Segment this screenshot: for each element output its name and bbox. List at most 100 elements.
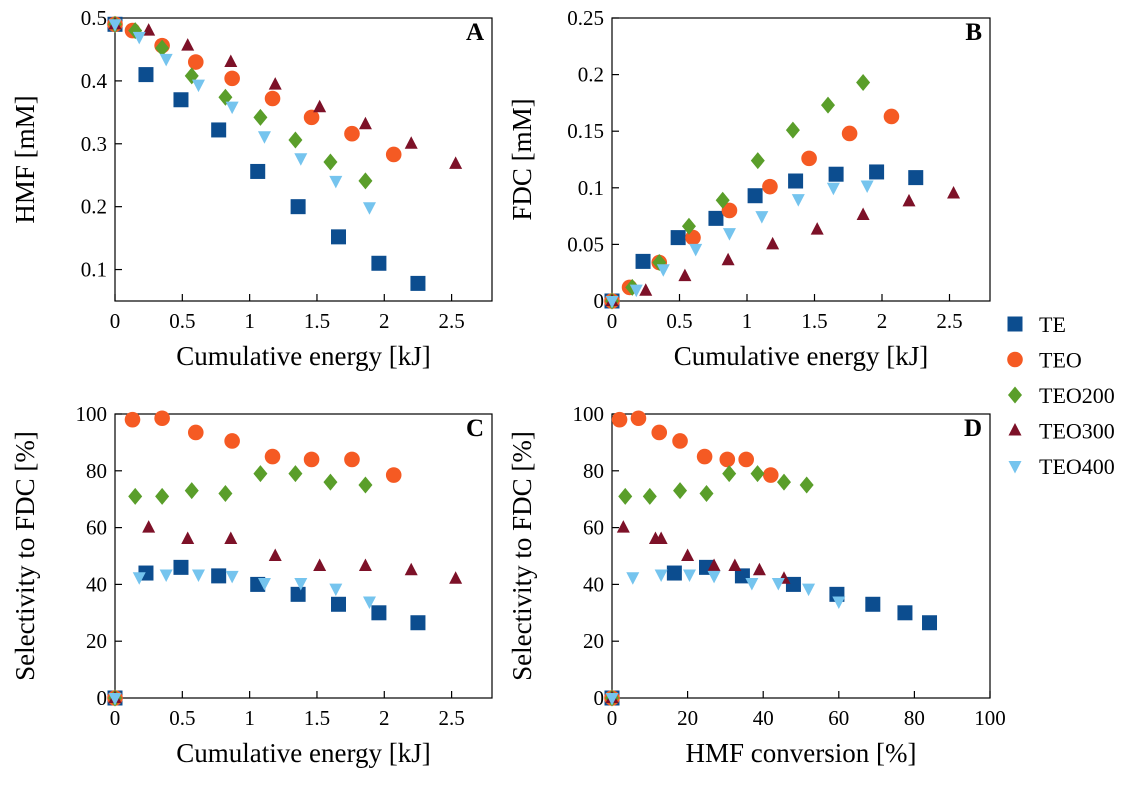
data-point	[449, 571, 463, 584]
data-point	[734, 568, 750, 584]
data-point	[699, 485, 714, 503]
legend-marker	[1008, 386, 1022, 404]
x-tick-label: 2.5	[438, 309, 464, 333]
data-point	[626, 572, 640, 585]
x-tick-label: 1	[742, 309, 753, 333]
legend-item-teo400: TEO400	[1008, 454, 1115, 479]
data-point	[331, 229, 347, 245]
data-point	[108, 19, 122, 32]
x-tick-label: 100	[974, 706, 1006, 730]
data-point	[654, 569, 668, 582]
data-point	[268, 548, 282, 561]
data-point	[218, 88, 233, 106]
data-point	[635, 253, 651, 269]
data-point	[187, 424, 204, 441]
series-teo300	[605, 185, 961, 306]
data-point	[860, 180, 874, 194]
data-point	[404, 136, 418, 149]
data-point	[605, 296, 619, 309]
data-point	[678, 268, 692, 282]
y-tick-label: 0.2	[578, 63, 604, 87]
data-point	[313, 99, 327, 113]
y-tick-label: 40	[583, 572, 604, 596]
data-point	[707, 570, 721, 584]
data-point	[947, 185, 961, 199]
y-tick-label: 80	[583, 459, 604, 483]
data-point	[132, 31, 146, 45]
data-point	[728, 558, 742, 571]
data-point	[708, 210, 724, 226]
data-point	[642, 487, 657, 505]
data-point	[331, 596, 347, 612]
data-point	[191, 79, 205, 93]
plot-frame	[611, 17, 991, 302]
x-tick-label: 2	[877, 309, 888, 333]
data-point	[385, 146, 402, 163]
x-tick-label: 0	[607, 706, 618, 730]
legend-item-teo300: TEO300	[1008, 419, 1115, 444]
data-point	[142, 520, 156, 533]
data-point	[132, 572, 146, 585]
panel-letter: A	[466, 19, 484, 46]
data-point	[358, 172, 373, 190]
data-point	[670, 230, 686, 246]
data-point	[187, 54, 204, 70]
data-point	[371, 255, 387, 271]
series-teo	[604, 108, 900, 309]
data-point	[721, 252, 735, 266]
x-axis-label: Cumulative energy [kJ]	[674, 341, 928, 371]
x-tick-label: 1.5	[304, 309, 330, 333]
data-point	[225, 101, 239, 115]
data-point	[410, 615, 426, 631]
y-tick-label: 0.2	[81, 195, 107, 219]
data-point	[821, 96, 835, 114]
x-tick-label: 1.5	[801, 309, 827, 333]
y-tick-label: 0.5	[81, 6, 107, 30]
data-point	[673, 482, 688, 500]
data-point	[211, 122, 227, 138]
panel-letter: D	[964, 415, 982, 442]
legend-item-teo200: TEO200	[1008, 383, 1115, 408]
panel-a: 0 0.5 1 1.5 2 2.5 0.1 0.2 0.3 0.4 0.5 Cumulative en…	[10, 6, 493, 371]
data-point	[173, 92, 189, 108]
data-point	[902, 193, 916, 207]
y-axis-label: HMF [mM]	[10, 95, 40, 223]
data-point	[865, 596, 881, 612]
legend-item-teo: TEO	[1007, 348, 1082, 373]
data-point	[294, 153, 308, 166]
legend: TE TEO TEO200 TEO300 TEO400	[1007, 312, 1115, 479]
data-point	[856, 74, 871, 92]
data-point	[159, 569, 173, 582]
data-point	[294, 577, 308, 591]
data-point	[750, 465, 765, 483]
data-point	[173, 559, 189, 575]
data-point	[303, 109, 320, 126]
series-te	[604, 559, 938, 706]
legend-marker	[1008, 423, 1022, 436]
panels: 0 0.5 1 1.5 2 2.5 0.1 0.2 0.3 0.4 0.5 Cumulative en…	[10, 6, 1006, 768]
data-point	[154, 410, 170, 427]
panel-c: 0 0.5 1 1.5 2 2.5 0 20 40 60 80 100 Cumulative energ…	[10, 402, 493, 768]
data-point	[799, 476, 814, 494]
series-teo200	[605, 465, 814, 707]
data-point	[362, 596, 376, 609]
data-point	[264, 90, 281, 107]
data-point	[253, 108, 268, 126]
data-point	[908, 170, 924, 186]
data-point	[323, 153, 338, 171]
data-point	[766, 236, 780, 250]
data-point	[856, 207, 870, 220]
data-point	[449, 156, 463, 169]
data-point	[788, 173, 804, 189]
data-point	[715, 191, 730, 209]
data-point	[696, 448, 713, 465]
data-point	[762, 178, 778, 195]
data-point	[385, 467, 402, 483]
y-axis-label: Selectivity to FDC [%]	[10, 431, 40, 681]
data-point	[722, 228, 736, 241]
data-point	[358, 476, 373, 494]
legend-marker	[1007, 351, 1023, 368]
data-point	[755, 211, 769, 224]
x-axis-label: Cumulative energy [kJ]	[176, 738, 430, 768]
y-tick-label: 100	[76, 402, 108, 426]
